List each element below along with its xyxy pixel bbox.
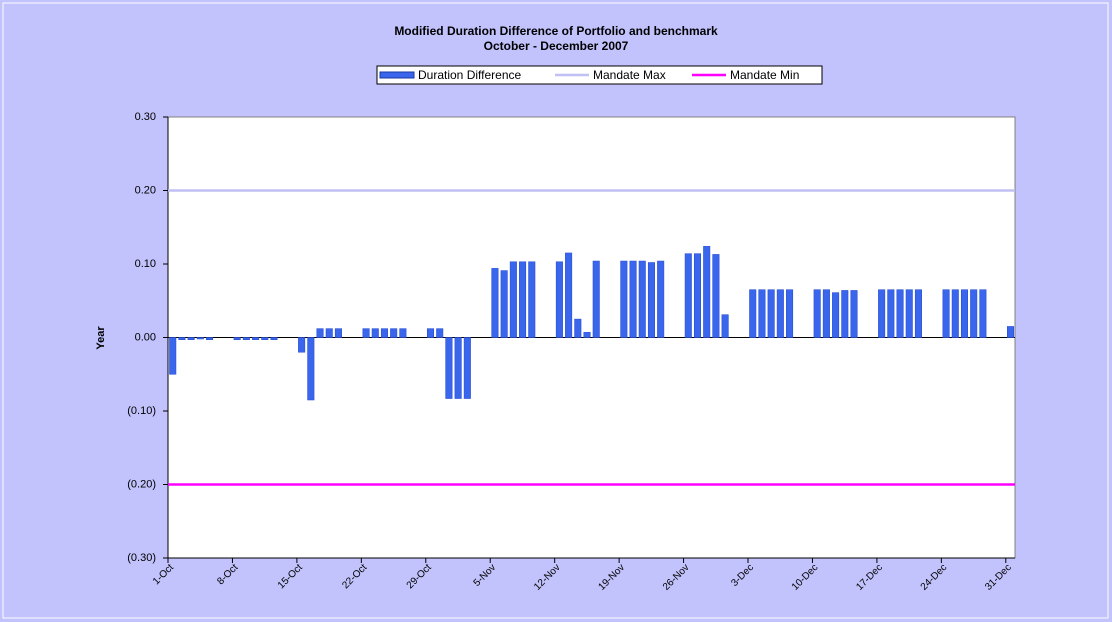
bar xyxy=(970,289,978,338)
bar xyxy=(519,261,527,338)
bar xyxy=(684,253,692,338)
y-tick-label: 0.00 xyxy=(135,331,156,343)
y-axis-label: Year xyxy=(95,326,107,350)
bar xyxy=(592,260,600,338)
bar xyxy=(178,337,186,341)
legend-label: Mandate Min xyxy=(730,68,799,82)
bar xyxy=(850,290,858,338)
bar xyxy=(638,260,646,338)
y-tick-label: (0.10) xyxy=(127,405,156,417)
bar xyxy=(206,337,214,341)
bar xyxy=(583,332,591,338)
bar xyxy=(813,289,821,338)
bar xyxy=(555,261,563,338)
bar xyxy=(252,337,260,341)
bar xyxy=(693,253,702,338)
bar xyxy=(307,337,315,401)
bar xyxy=(454,337,462,399)
bar xyxy=(463,337,471,399)
bar xyxy=(574,318,582,338)
bar xyxy=(233,337,241,341)
y-tick-label: 0.20 xyxy=(135,184,156,196)
y-tick-label: (0.30) xyxy=(127,552,156,564)
bar xyxy=(767,289,775,338)
bar xyxy=(325,328,333,338)
bar xyxy=(657,260,665,338)
bar xyxy=(196,337,204,340)
bar xyxy=(491,268,499,338)
bar xyxy=(721,314,729,338)
bar xyxy=(712,254,720,338)
bar xyxy=(832,292,840,338)
bar xyxy=(390,328,398,338)
y-tick-label: 0.30 xyxy=(135,111,156,123)
y-tick-label: 0.10 xyxy=(135,258,156,270)
bar xyxy=(749,289,757,338)
bar xyxy=(896,289,904,338)
legend-label: Duration Difference xyxy=(418,68,521,82)
bar xyxy=(187,337,195,341)
bar xyxy=(822,289,830,338)
bar xyxy=(380,328,388,338)
bar xyxy=(500,270,508,338)
bar xyxy=(565,252,573,338)
legend-label: Mandate Max xyxy=(593,68,666,82)
bar xyxy=(786,289,794,338)
bar xyxy=(316,328,324,338)
bar xyxy=(942,289,950,338)
y-tick-label: (0.20) xyxy=(127,478,156,490)
bar xyxy=(905,289,913,338)
bar xyxy=(620,260,628,338)
bar xyxy=(841,290,849,338)
legend xyxy=(376,65,823,85)
bar xyxy=(298,337,306,353)
bar xyxy=(979,289,987,338)
bar xyxy=(242,337,250,341)
bar xyxy=(914,289,922,338)
bar xyxy=(758,289,766,338)
bar xyxy=(629,260,637,338)
bar xyxy=(270,337,278,341)
legend-swatch xyxy=(379,71,415,79)
bar xyxy=(334,328,342,338)
bar xyxy=(426,328,435,338)
bar xyxy=(776,289,784,338)
bar xyxy=(1006,326,1015,338)
bar xyxy=(703,246,711,338)
bar xyxy=(362,328,370,338)
bar xyxy=(261,337,269,341)
bar xyxy=(445,337,453,399)
bar xyxy=(509,261,517,338)
chart-title: Modified Duration Difference of Portfoli… xyxy=(394,24,718,38)
bar xyxy=(436,328,444,338)
bar xyxy=(647,262,655,338)
bar xyxy=(878,289,886,338)
bar xyxy=(371,328,379,338)
bar xyxy=(169,337,177,375)
chart-subtitle: October - December 2007 xyxy=(484,39,629,53)
bar xyxy=(528,261,536,338)
bar xyxy=(960,289,969,338)
bar xyxy=(887,289,895,338)
bar xyxy=(399,328,407,338)
bar xyxy=(951,289,959,338)
